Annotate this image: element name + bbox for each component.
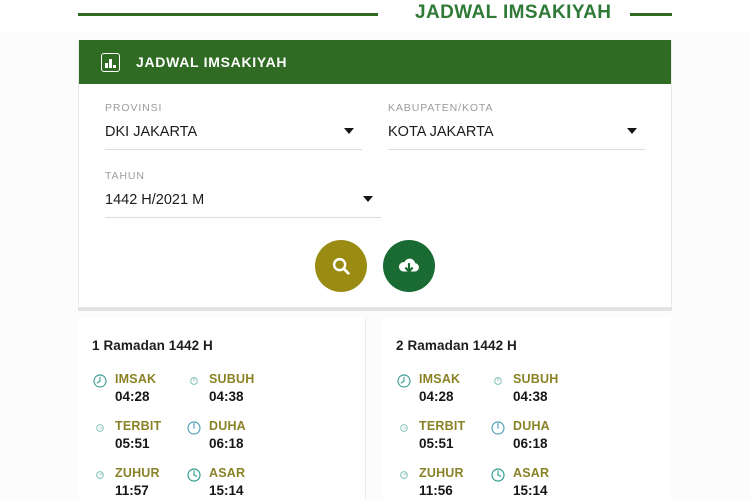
prayer-value: 04:38 [209,389,244,404]
prayer-time-duha: DUHA 06:18 [186,419,280,452]
prayer-time-imsak: IMSAK 04:28 [396,372,490,405]
tahun-select[interactable]: TAHUN 1442 H/2021 M [105,170,381,218]
clock-icon [93,374,107,388]
bar-chart-icon [101,52,120,72]
prayer-time-zuhur: ZUHUR 11:56 [396,466,490,499]
tahun-value: 1442 H/2021 M [105,192,381,218]
header-rule-right [630,13,672,16]
page-title: JADWAL IMSAKIYAH [415,2,612,23]
clock-icon [491,421,505,435]
form-row-1: PROVINSI DKI JAKARTA KABUPATEN/KOTA KOTA… [105,102,645,170]
header-rule-left [78,13,378,16]
prayer-time-imsak: IMSAK 04:28 [92,372,186,405]
prayer-name: ZUHUR [419,466,464,480]
panel-header: JADWAL IMSAKIYAH [79,40,671,84]
clock-small-icon [400,424,408,432]
kabupaten-label: KABUPATEN/KOTA [388,102,494,114]
prayer-time-subuh: SUBUH 04:38 [186,372,280,405]
day-card-title: 1 Ramadan 1442 H [92,338,213,353]
prayer-value: 15:14 [209,483,244,498]
prayer-time-zuhur: ZUHUR 11:57 [92,466,186,499]
prayer-time-terbit: TERBIT 05:51 [92,419,186,452]
prayer-time-asar: ASAR 15:14 [490,466,584,499]
form-row-2: TAHUN 1442 H/2021 M [105,170,645,238]
clock-icon [187,468,201,482]
clock-icon [491,468,505,482]
prayer-value: 06:18 [513,436,548,451]
cloud-download-icon [398,258,419,273]
card-gap [366,318,382,500]
form-body: PROVINSI DKI JAKARTA KABUPATEN/KOTA KOTA… [79,84,671,308]
prayer-value: 04:28 [115,389,150,404]
clock-small-icon [96,471,104,479]
search-button[interactable] [315,240,367,292]
prayer-time-duha: DUHA 06:18 [490,419,584,452]
chevron-down-icon[interactable] [363,196,373,202]
day-card-title: 2 Ramadan 1442 H [396,338,517,353]
prayer-times-grid: IMSAK 04:28 SUBUH 04:38 [92,372,353,500]
prayer-name: DUHA [209,419,246,433]
provinsi-label: PROVINSI [105,102,163,114]
prayer-name: ASAR [209,466,246,480]
chevron-down-icon[interactable] [627,128,637,134]
prayer-name: TERBIT [115,419,162,433]
prayer-time-subuh: SUBUH 04:38 [490,372,584,405]
prayer-value: 15:14 [513,483,548,498]
prayer-value: 05:51 [115,436,150,451]
prayer-value: 04:28 [419,389,454,404]
page-header: JADWAL IMSAKIYAH [0,0,750,32]
section-divider [78,307,672,311]
prayer-name: TERBIT [419,419,466,433]
clock-small-icon [190,377,198,385]
clock-icon [397,374,411,388]
prayer-name: IMSAK [115,372,157,386]
panel-title: JADWAL IMSAKIYAH [136,54,288,70]
prayer-name: SUBUH [209,372,255,386]
clock-small-icon [96,424,104,432]
provinsi-select[interactable]: PROVINSI DKI JAKARTA [105,102,362,150]
form-actions [79,240,671,292]
day-card: 1 Ramadan 1442 H IMSAK 04:28 [78,318,366,500]
prayer-value: 06:18 [209,436,244,451]
download-button[interactable] [383,240,435,292]
prayer-name: IMSAK [419,372,461,386]
prayer-name: ASAR [513,466,550,480]
prayer-name: SUBUH [513,372,559,386]
schedule-form-panel: JADWAL IMSAKIYAH PROVINSI DKI JAKARTA KA… [78,40,672,308]
provinsi-value: DKI JAKARTA [105,124,362,150]
clock-small-icon [494,377,502,385]
prayer-value: 11:56 [419,483,453,498]
day-card: 2 Ramadan 1442 H IMSAK 04:28 [382,318,670,500]
clock-icon [187,421,201,435]
prayer-value: 04:38 [513,389,548,404]
kabupaten-select[interactable]: KABUPATEN/KOTA KOTA JAKARTA [388,102,645,150]
prayer-value: 05:51 [419,436,454,451]
results-list: 1 Ramadan 1442 H IMSAK 04:28 [78,318,750,500]
prayer-times-grid: IMSAK 04:28 SUBUH 04:38 [396,372,658,500]
clock-small-icon [400,471,408,479]
prayer-name: ZUHUR [115,466,160,480]
chevron-down-icon[interactable] [344,128,354,134]
kabupaten-value: KOTA JAKARTA [388,124,645,150]
tahun-label: TAHUN [105,170,145,182]
prayer-value: 11:57 [115,483,149,498]
prayer-time-terbit: TERBIT 05:51 [396,419,490,452]
prayer-time-asar: ASAR 15:14 [186,466,280,499]
search-icon [332,257,350,275]
prayer-name: DUHA [513,419,550,433]
